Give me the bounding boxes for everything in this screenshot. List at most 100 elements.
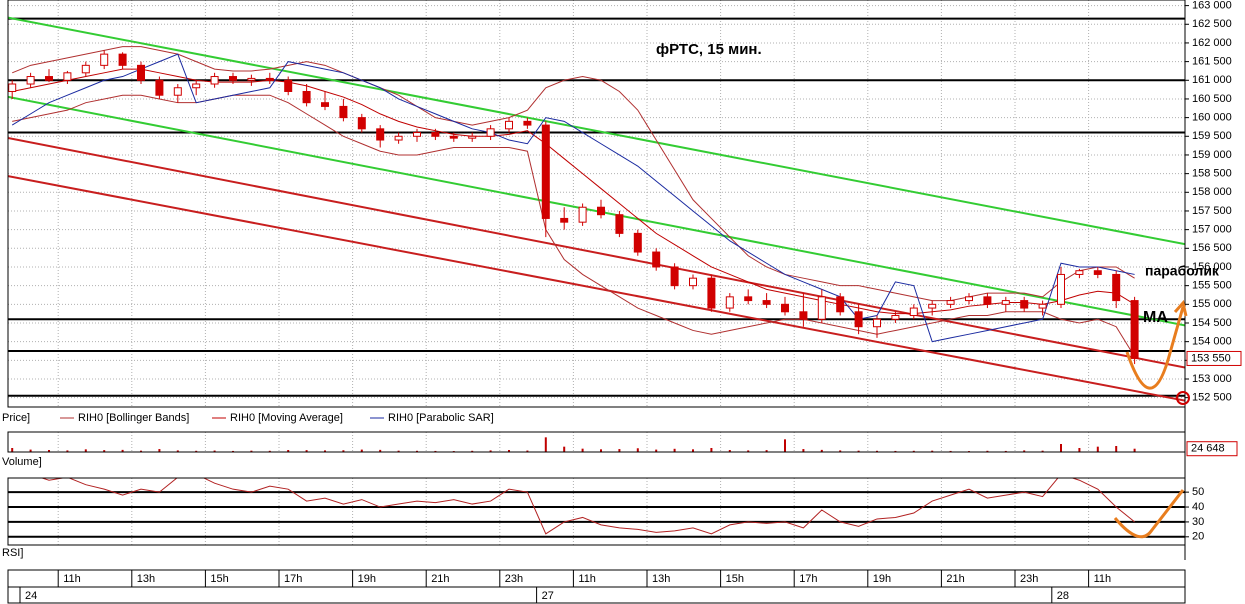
volume-bar: [195, 450, 198, 452]
last-volume-label: 24 648: [1191, 443, 1225, 455]
volume-bar: [121, 449, 124, 452]
volume-bar: [839, 450, 842, 452]
y-tick-label: 160 500: [1192, 93, 1232, 105]
volume-bar: [84, 449, 87, 452]
candle-body: [873, 318, 881, 328]
y-tick-label: 161 500: [1192, 56, 1232, 68]
volume-bar: [360, 449, 363, 452]
volume-bar: [416, 450, 418, 452]
volume-bar: [747, 450, 750, 452]
x-tick-label: 17h: [284, 573, 302, 585]
volume-bar: [29, 449, 32, 452]
volume-bar: [1133, 448, 1136, 452]
candle-body: [1057, 273, 1065, 305]
volume-bar: [636, 448, 639, 452]
volume-bar: [544, 437, 547, 452]
volume-bar: [1041, 450, 1044, 452]
y-tick-label: 154 500: [1192, 317, 1232, 329]
candle-body: [1130, 300, 1139, 359]
candle-body: [836, 296, 845, 313]
volume-bar: [232, 450, 234, 452]
x-tick-label: 23h: [1020, 573, 1038, 585]
volume-bar: [949, 450, 952, 452]
volume-bar: [176, 450, 179, 452]
date-label: 28: [1057, 590, 1069, 602]
volume-bar: [894, 450, 897, 452]
volume-bar: [563, 446, 566, 452]
panel-label: Price]: [2, 412, 30, 424]
volume-bar: [489, 450, 492, 452]
rsi-line: [40, 478, 1135, 535]
candle-body: [26, 76, 35, 85]
y-tick-label: 153 000: [1192, 373, 1232, 385]
candle-body: [192, 83, 201, 89]
forecast-arrow: [1173, 299, 1188, 317]
candle-body: [965, 296, 973, 302]
date-label: 24: [25, 590, 37, 602]
volume-bar: [526, 450, 529, 452]
x-tick-label: 13h: [652, 573, 670, 585]
volume-bar: [1096, 446, 1099, 452]
y-tick-label: 30: [1192, 516, 1204, 528]
candle-body: [339, 105, 348, 119]
candle-body: [633, 232, 642, 253]
volume-bar: [1060, 444, 1062, 452]
x-tick-label: 15h: [726, 573, 744, 585]
candle-body: [1075, 270, 1084, 275]
rsi-forecast-curve: [1113, 489, 1185, 539]
y-tick-label: 159 000: [1192, 149, 1232, 161]
last-price-box: [1186, 350, 1242, 366]
x-tick-label: 13h: [137, 573, 155, 585]
x-tick-label: 11h: [63, 573, 81, 585]
volume-bar: [342, 450, 345, 452]
x-tick-label: 19h: [873, 573, 891, 585]
y-tick-label: 155 500: [1192, 280, 1232, 292]
volume-bar: [48, 450, 50, 452]
volume-bar: [379, 449, 382, 452]
volume-bar: [1078, 448, 1081, 452]
y-tick-label: 157 000: [1192, 224, 1232, 236]
y-tick-label: 159 500: [1192, 130, 1232, 142]
volume-bar: [784, 439, 786, 452]
volume-bar: [268, 450, 271, 452]
y-tick-label: 20: [1192, 531, 1204, 543]
y-tick-label: 154 000: [1192, 336, 1232, 348]
volume-bar: [213, 450, 216, 452]
candle-body: [817, 296, 826, 320]
candle-body: [928, 303, 937, 309]
candle-body: [983, 296, 992, 305]
candle-body: [431, 132, 440, 137]
candle-body: [541, 124, 550, 219]
y-tick-label: 158 000: [1192, 186, 1232, 198]
volume-bar: [857, 450, 860, 452]
trend-line: [8, 136, 1185, 369]
y-tick-label: 160 000: [1192, 112, 1232, 124]
candle-body: [394, 135, 403, 141]
volume-bar: [581, 448, 584, 452]
candle-body: [486, 128, 495, 137]
volume-bar: [655, 449, 658, 452]
volume-bar: [912, 450, 915, 452]
y-tick-label: 157 500: [1192, 205, 1232, 217]
volume-bar: [508, 450, 510, 452]
annotation: параболик: [1145, 263, 1220, 279]
y-tick-label: 50: [1192, 486, 1204, 498]
volume-bar: [434, 450, 437, 452]
candle-body: [799, 311, 808, 320]
x-tick-label: 15h: [210, 573, 228, 585]
y-tick-label: 155 000: [1192, 298, 1232, 310]
y-tick-label: 162 500: [1192, 18, 1232, 30]
legend-label: RIH0 [Bollinger Bands]: [78, 412, 189, 424]
indicator-line: [12, 68, 1135, 315]
candle-body: [45, 76, 53, 81]
volume-bar: [820, 449, 823, 452]
volume-bar: [140, 450, 142, 452]
volume-bar: [618, 449, 621, 452]
legend-label: RIH0 [Moving Average]: [230, 412, 343, 424]
y-tick-label: 152 500: [1192, 392, 1232, 404]
panel-label: RSI]: [2, 547, 23, 559]
price-panel: [8, 0, 1185, 407]
volume-bar: [158, 449, 161, 452]
volume-bar: [1004, 450, 1007, 452]
date-label: 27: [542, 590, 554, 602]
